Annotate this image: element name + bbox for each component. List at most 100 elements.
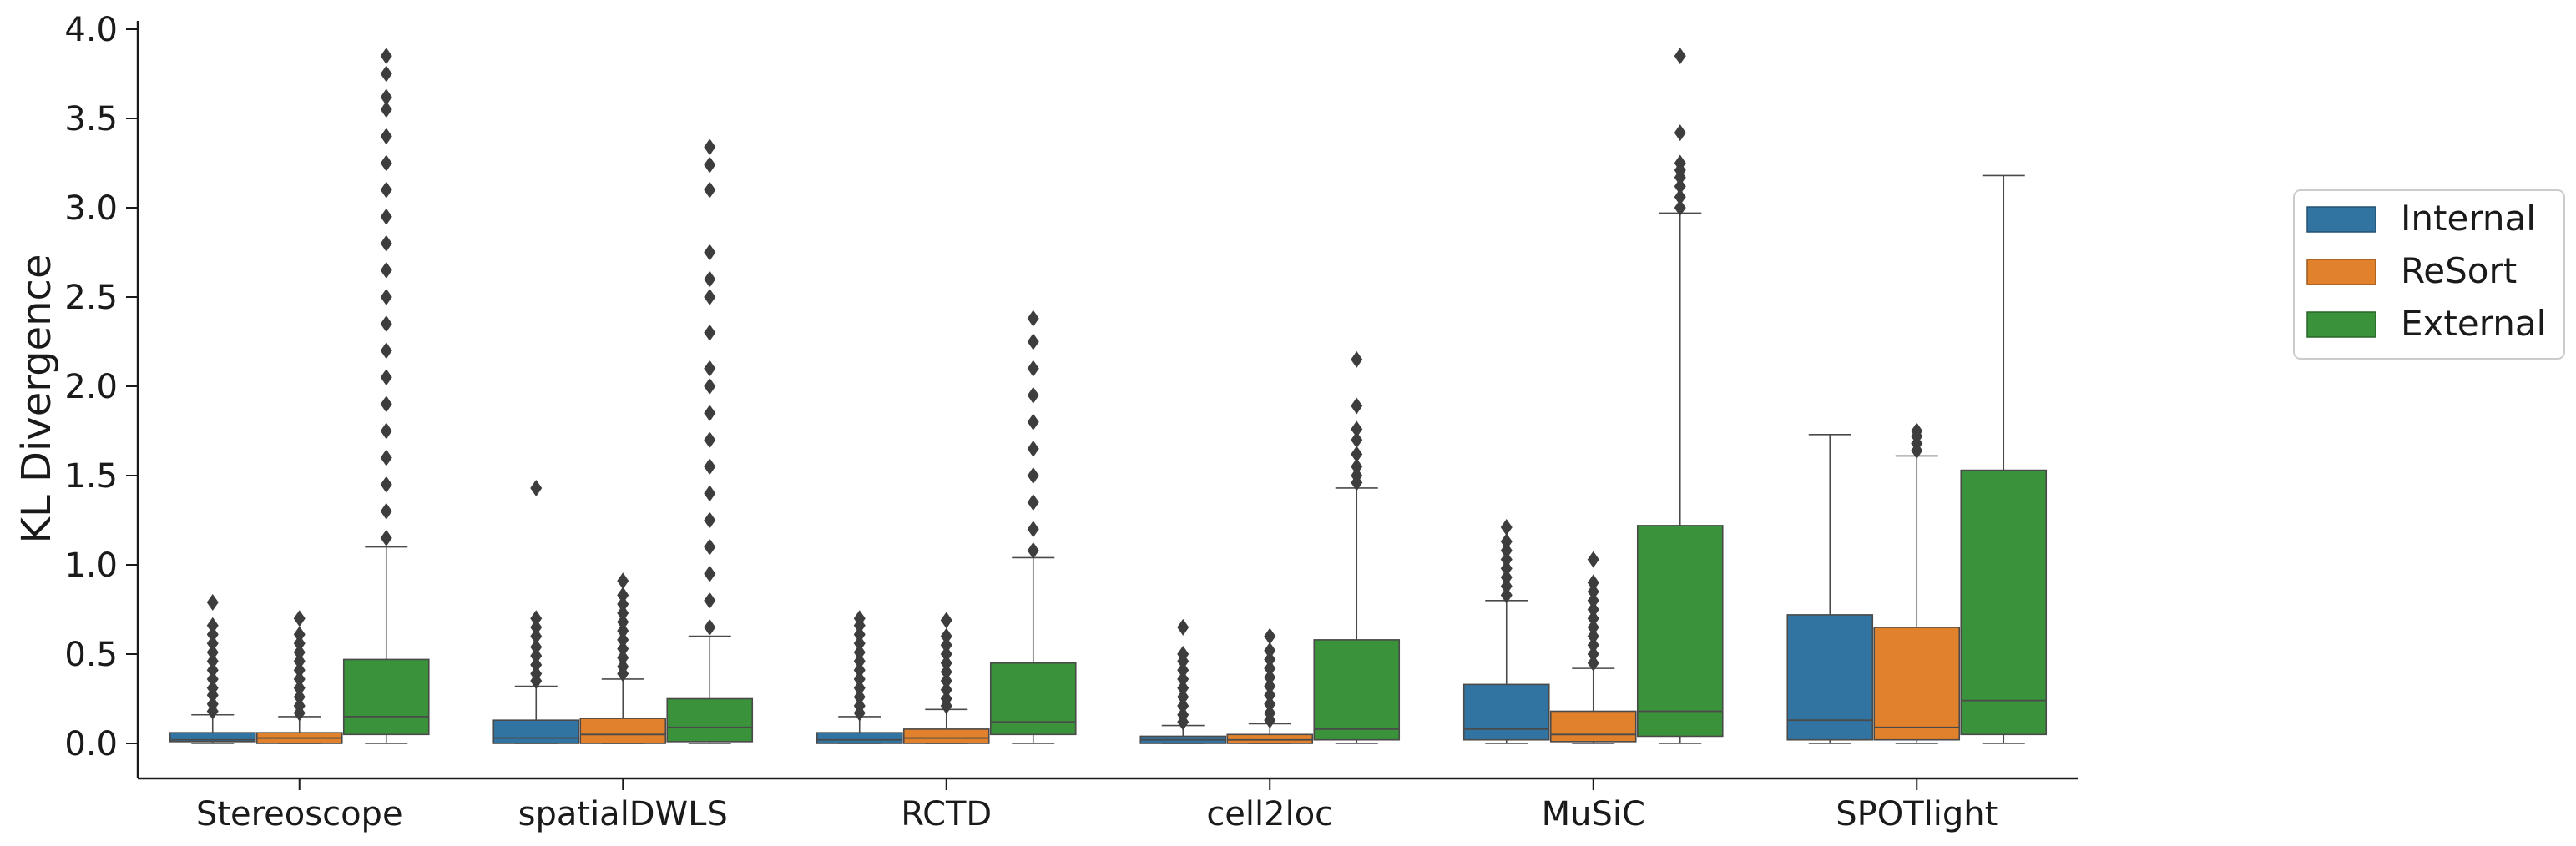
outlier-point (380, 181, 392, 199)
outlier-point (1500, 577, 1513, 595)
box-iqr (1960, 469, 2048, 736)
outlier-point (1351, 397, 1363, 415)
outlier-point (1587, 551, 1599, 568)
outlier-point (1674, 124, 1686, 142)
outlier-point (704, 431, 716, 449)
outlier-point (1351, 350, 1363, 368)
outlier-point (380, 315, 392, 333)
legend-label-resort: ReSort (2401, 250, 2517, 291)
outlier-point (1264, 642, 1276, 659)
outlier-point (380, 101, 392, 118)
box-resort-stereoscope (255, 610, 343, 744)
outlier-point (206, 643, 219, 661)
outlier-point (940, 612, 952, 629)
plot-area (169, 48, 2048, 744)
outlier-point (1587, 583, 1599, 601)
outlier-point (853, 670, 866, 687)
outlier-point (940, 627, 952, 645)
box-iqr (579, 718, 667, 744)
box-internal-cell2loc (1139, 618, 1227, 744)
outlier-point (1911, 422, 1923, 440)
outlier-point (380, 234, 392, 252)
y-tick-label: 1.5 (64, 457, 118, 496)
outlier-point (617, 649, 629, 667)
outlier-point (1587, 627, 1599, 645)
outlier-point (940, 690, 952, 708)
outlier-point (1264, 695, 1276, 713)
outlier-point (617, 631, 629, 648)
outlier-point (1587, 601, 1599, 618)
outlier-point (704, 458, 716, 476)
outlier-point (1177, 646, 1190, 662)
outlier-point (1351, 446, 1363, 463)
outlier-point (293, 652, 306, 670)
outlier-point (1264, 651, 1276, 668)
outlier-point (704, 538, 716, 556)
outlier-point (206, 626, 219, 643)
outlier-point (1351, 420, 1363, 438)
legend: Internal ReSort External (2293, 189, 2565, 360)
outlier-point (704, 592, 716, 609)
outlier-point (380, 449, 392, 466)
outlier-point (853, 697, 866, 715)
outlier-point (1177, 706, 1190, 723)
outlier-point (1027, 521, 1039, 538)
outlier-point (1674, 48, 1686, 65)
outlier-point (704, 511, 716, 529)
legend-label-external: External (2401, 303, 2546, 344)
box-iqr (902, 728, 990, 744)
x-tick-label: cell2loc (1206, 795, 1333, 833)
outlier-point (1264, 677, 1276, 695)
outlier-point (1351, 467, 1363, 484)
outlier-point (1500, 519, 1513, 536)
box-internal-spatialdwls (492, 479, 580, 744)
outlier-point (704, 138, 716, 156)
outlier-point (853, 652, 866, 670)
outlier-point (1027, 386, 1039, 404)
box-iqr (1873, 627, 1961, 741)
outlier-point (380, 48, 392, 65)
box-external-spotlight (1960, 174, 2048, 744)
outlier-point (1027, 360, 1039, 377)
outlier-point (1500, 533, 1513, 551)
outlier-point (704, 378, 716, 395)
outlier-point (206, 662, 219, 679)
outlier-point (293, 662, 306, 679)
outlier-point (1027, 440, 1039, 457)
outlier-point (940, 637, 952, 654)
outlier-point (1177, 679, 1190, 697)
y-tick-label: 3.0 (64, 189, 118, 228)
outlier-point (530, 610, 543, 627)
outlier-point (1177, 670, 1190, 687)
outlier-point (380, 369, 392, 386)
box-iqr (1313, 639, 1401, 741)
outlier-point (853, 688, 866, 706)
outlier-point (1027, 413, 1039, 431)
outlier-point (704, 181, 716, 199)
box-iqr (492, 719, 580, 744)
outlier-point (1027, 333, 1039, 350)
outlier-point (617, 604, 629, 622)
y-axis-label: KL Divergence (13, 254, 60, 544)
outlier-point (1027, 467, 1039, 484)
outlier-point (853, 626, 866, 643)
box-resort-cell2loc (1226, 627, 1314, 744)
outlier-point (704, 244, 716, 261)
outlier-point (380, 65, 392, 83)
box-external-spatialdwls (666, 138, 754, 744)
outlier-point (530, 656, 543, 673)
box-iqr (169, 732, 256, 743)
x-tick-label: MuSiC (1542, 795, 1645, 833)
box-internal-spotlight (1786, 433, 1874, 744)
outlier-point (293, 697, 306, 715)
box-resort-rctd (902, 612, 990, 744)
outlier-point (1674, 199, 1686, 216)
outlier-point (617, 622, 629, 640)
outlier-point (1351, 458, 1363, 476)
box-iqr (666, 697, 754, 743)
outlier-point (704, 324, 716, 341)
outlier-point (704, 156, 716, 174)
outlier-point (1264, 704, 1276, 722)
x-tick-label: spatialDWLS (518, 795, 728, 833)
outlier-point (206, 695, 219, 713)
